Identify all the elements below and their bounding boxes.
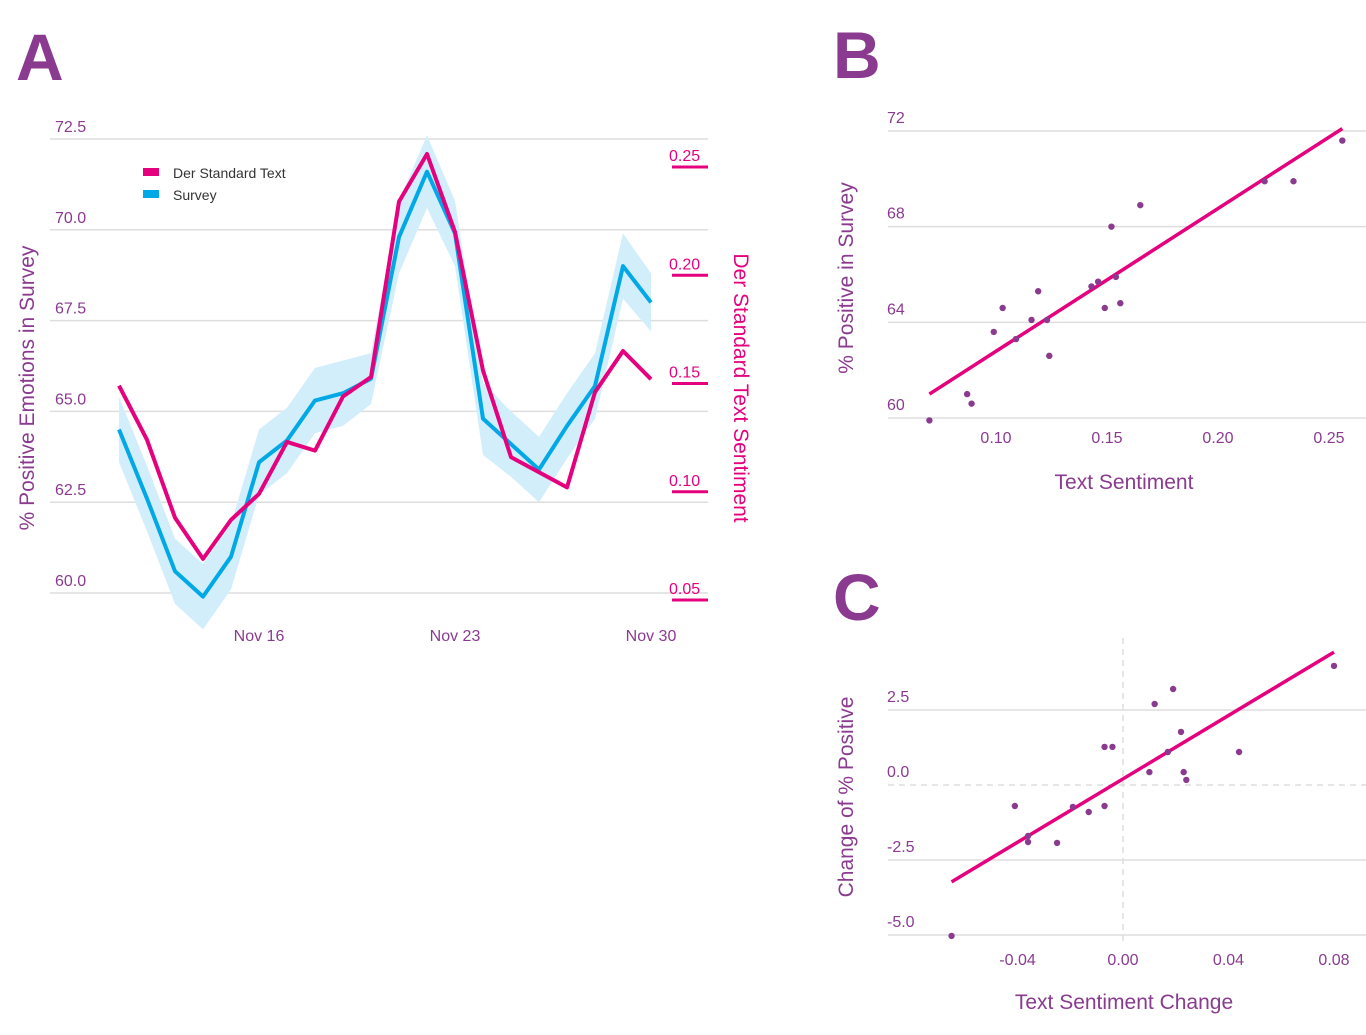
data-point	[1137, 201, 1144, 209]
panel-c-xlabel: Text Sentiment Change	[1015, 991, 1233, 1014]
panel-a-ylabel: % Positive Emotions in Survey	[16, 245, 39, 530]
y-tick-label: 2.5	[887, 689, 909, 706]
data-point	[1012, 335, 1020, 343]
x-tick-label: 0.00	[1107, 952, 1138, 969]
y-right-tick-label: 0.15	[669, 365, 700, 382]
data-point	[1112, 273, 1120, 281]
data-point	[963, 390, 971, 398]
data-point	[1094, 278, 1102, 285]
y-tick-label: -5.0	[887, 914, 915, 931]
data-point	[1339, 137, 1346, 144]
legend-swatch-survey	[143, 190, 159, 198]
data-point	[1164, 748, 1172, 756]
y-tick-label: 68	[887, 206, 905, 223]
data-point	[1183, 776, 1190, 784]
panel-b-ylabel: % Positive in Survey	[835, 182, 858, 374]
y-tick-label: 60.0	[55, 573, 86, 590]
panel-a-ylabel-right: Der Standard Text Sentiment	[729, 253, 752, 522]
data-point	[1261, 178, 1268, 185]
data-point	[948, 932, 955, 940]
panel-letter-a: A	[16, 20, 64, 94]
data-point	[1069, 803, 1077, 811]
legend-label-survey: Survey	[173, 187, 217, 203]
y-tick-label: 72	[887, 110, 905, 127]
y-tick-label: 70.0	[55, 210, 86, 227]
x-tick-label: 0.10	[980, 430, 1011, 447]
panel-letter-b: B	[833, 18, 881, 92]
data-point	[1101, 743, 1108, 751]
data-point	[1046, 352, 1053, 360]
data-point	[1169, 685, 1177, 693]
data-point	[1108, 223, 1115, 230]
y-right-tick-label: 0.05	[669, 581, 700, 598]
x-tick-label: Nov 30	[626, 628, 677, 645]
data-point	[1330, 662, 1338, 670]
data-point	[1085, 808, 1092, 816]
x-tick-label: -0.04	[999, 952, 1036, 969]
x-tick-label: 0.20	[1202, 430, 1233, 447]
data-point	[1146, 768, 1153, 776]
legend-label-text: Der Standard Text	[173, 165, 286, 181]
survey-confidence-band	[119, 135, 651, 630]
data-point	[1180, 768, 1187, 776]
data-point	[1053, 839, 1061, 847]
data-point	[999, 304, 1006, 312]
x-tick-label: 0.04	[1213, 952, 1244, 969]
data-point	[926, 417, 933, 424]
y-tick-label: 64	[887, 301, 905, 318]
y-tick-label: 60	[887, 397, 905, 414]
survey-line	[117, 169, 653, 599]
fit-line	[950, 650, 1335, 884]
y-tick-label: -2.5	[887, 839, 915, 856]
panel-c-chart: -5.0 -2.5 0.0 2.5 -0.04 0.00 0.04 0.08	[887, 638, 1366, 969]
x-tick-label: 0.15	[1091, 430, 1122, 447]
y-tick-label: 62.5	[55, 482, 86, 499]
data-point	[1024, 838, 1032, 846]
data-point	[1024, 832, 1032, 840]
data-point	[1151, 700, 1158, 708]
data-point	[1034, 288, 1042, 295]
panel-letter-c: C	[833, 560, 881, 634]
panel-b-xlabel: Text Sentiment	[1055, 471, 1194, 494]
x-tick-label: 0.08	[1318, 952, 1349, 969]
data-point	[1109, 743, 1116, 751]
y-tick-label: 65.0	[55, 391, 86, 408]
y-right-tick-label: 0.20	[669, 256, 700, 273]
data-point	[1117, 300, 1124, 307]
data-point	[1011, 802, 1019, 810]
data-point	[990, 328, 997, 336]
data-point	[1043, 316, 1051, 324]
fit-line	[928, 127, 1344, 396]
data-point	[1101, 802, 1108, 810]
x-tick-label: 0.25	[1313, 430, 1344, 447]
x-tick-label: Nov 16	[234, 628, 285, 645]
text-sentiment-line	[117, 152, 653, 561]
legend-swatch-text	[143, 168, 159, 176]
data-point	[1088, 283, 1095, 290]
y-tick-label: 72.5	[55, 119, 86, 136]
y-right-tick-label: 0.25	[669, 148, 700, 165]
panel-a-chart: 60.0 62.5 65.0 67.5 70.0 72.5 0.05 0.10 0.15 0.20…	[50, 119, 708, 645]
y-tick-label: 0.0	[887, 764, 909, 781]
data-point	[1028, 316, 1035, 324]
data-point	[1290, 178, 1297, 185]
data-point	[968, 400, 975, 407]
panel-b-chart: 60 64 68 72 0.10 0.15 0.20 0.25	[887, 110, 1366, 447]
x-tick-label: Nov 23	[430, 628, 481, 645]
y-tick-label: 67.5	[55, 301, 86, 318]
data-point	[1101, 304, 1108, 312]
y-right-tick-label: 0.10	[669, 473, 700, 490]
panel-c-ylabel: Change of % Positive	[835, 697, 858, 898]
data-point	[1177, 728, 1185, 736]
data-point	[1235, 748, 1243, 756]
